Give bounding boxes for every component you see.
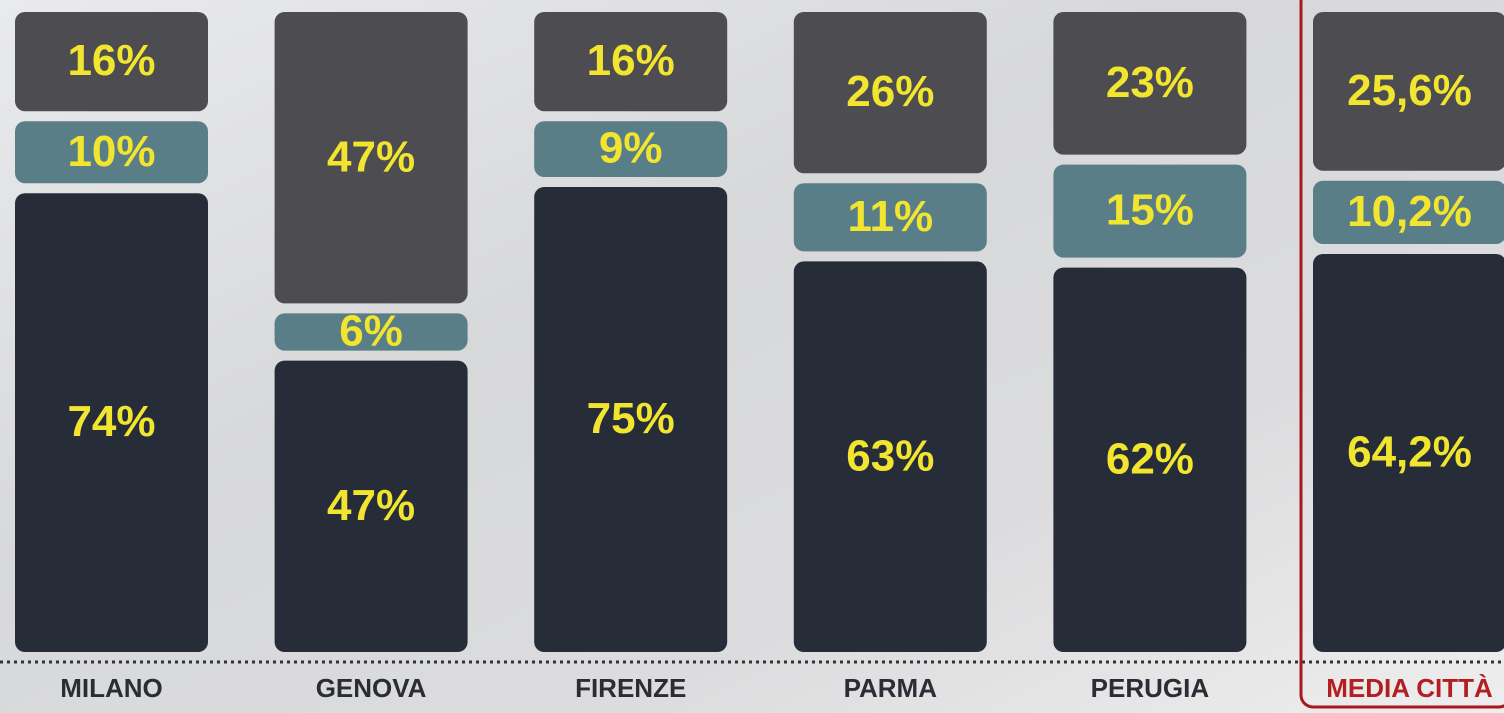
value-label: 25,6%	[1347, 66, 1472, 115]
value-label: 6%	[339, 307, 403, 356]
value-label: 47%	[327, 132, 415, 181]
value-label: 15%	[1106, 186, 1194, 235]
value-label: 9%	[599, 124, 663, 173]
value-label: 10,2%	[1347, 187, 1472, 236]
page: 74% 10% 16% MILANO 47% 6% 47% GENOVA 75% 9% 16% FIR…	[0, 0, 1504, 713]
background	[0, 0, 1504, 713]
x-tick-label: MILANO	[60, 673, 163, 703]
value-label: 10%	[67, 127, 155, 176]
value-label: 63%	[846, 431, 934, 480]
value-label: 16%	[587, 36, 675, 85]
value-label: 26%	[846, 67, 934, 116]
x-tick-label: PERUGIA	[1091, 673, 1210, 703]
x-tick-label: PARMA	[844, 673, 938, 703]
value-label: 47%	[327, 481, 415, 530]
value-label: 64,2%	[1347, 428, 1472, 477]
value-label: 16%	[67, 36, 155, 85]
x-tick-label: FIRENZE	[575, 673, 686, 703]
x-tick-label: MEDIA CITTÀ	[1326, 673, 1493, 703]
x-tick-label: GENOVA	[316, 673, 427, 703]
value-label: 11%	[847, 192, 933, 241]
value-label: 75%	[587, 394, 675, 443]
value-label: 23%	[1106, 58, 1194, 107]
value-label: 62%	[1106, 434, 1194, 483]
chart: 74% 10% 16% MILANO 47% 6% 47% GENOVA 75% 9% 16% FIR…	[0, 0, 1504, 713]
value-label: 74%	[67, 397, 155, 446]
